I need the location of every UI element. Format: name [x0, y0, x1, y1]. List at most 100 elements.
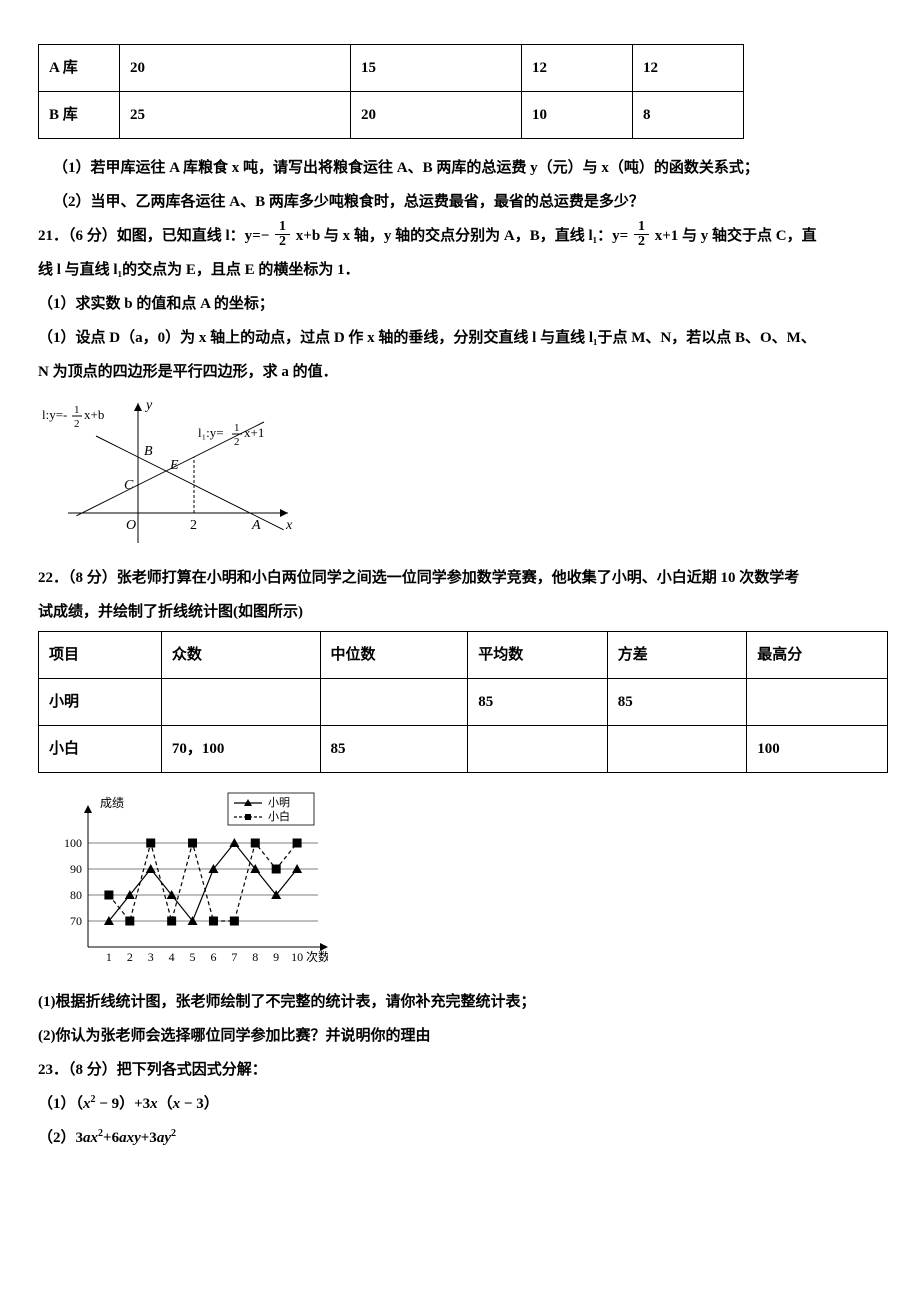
svg-text:B: B [144, 444, 153, 459]
denominator: 2 [634, 235, 649, 249]
svg-text:8: 8 [252, 950, 258, 964]
svg-text:1: 1 [106, 950, 112, 964]
paragraph: （2）当甲、乙两库各运往 A、B 两库多少吨粮食时，总运费最省，最省的总运费是多… [38, 187, 882, 217]
denominator: 2 [275, 235, 290, 249]
svg-text:10: 10 [291, 950, 303, 964]
cell: 20 [351, 92, 522, 139]
text: （1）（ [38, 1096, 83, 1112]
cell [161, 679, 320, 726]
cell: 12 [633, 45, 744, 92]
text: 21．（6 分）如图，已知直线 l：y=− [38, 228, 269, 244]
text: （ [158, 1096, 173, 1112]
paragraph: （1）求实数 b 的值和点 A 的坐标； [38, 289, 882, 319]
cell: 项目 [39, 632, 162, 679]
table-row: A 库 20 15 12 12 [39, 45, 744, 92]
line-chart: 70809010012345678910成绩次数小明小白 [38, 787, 328, 977]
question-23: 23．（8 分）把下列各式因式分解： [38, 1055, 882, 1085]
svg-text:x: x [285, 518, 293, 533]
svg-text:l:y=-: l:y=- [42, 407, 67, 422]
cell: 小明 [39, 679, 162, 726]
expr-23-2: （2）3ax2+6axy+3ay2 [38, 1123, 882, 1153]
svg-text:l₁:y=: l₁:y= [198, 425, 224, 440]
text: − 3） [180, 1096, 219, 1112]
text: +6 [103, 1130, 119, 1146]
paragraph: （1）设点 D（a，0）为 x 轴上的动点，过点 D 作 x 轴的垂线，分别交直… [38, 323, 882, 353]
svg-text:5: 5 [190, 950, 196, 964]
svg-text:1: 1 [74, 404, 80, 416]
svg-text:x+1: x+1 [244, 425, 264, 440]
numerator: 1 [634, 220, 649, 235]
cell: 平均数 [468, 632, 607, 679]
paragraph: (1)根据折线统计图，张老师绘制了不完整的统计表，请你补充完整统计表； [38, 987, 882, 1017]
svg-text:小明: 小明 [268, 796, 290, 809]
cell: 众数 [161, 632, 320, 679]
text: x+b 与 x 轴，y 轴的交点分别为 A，B，直线 l₁：y= [296, 228, 628, 244]
cell: 20 [120, 45, 351, 92]
svg-text:C: C [124, 478, 134, 493]
var-a: a [83, 1130, 91, 1146]
table-stats: 项目 众数 中位数 平均数 方差 最高分 小明 85 85 小白 70，100 … [38, 631, 888, 773]
svg-text:2: 2 [234, 436, 240, 448]
cell: 15 [351, 45, 522, 92]
text: − 9）+3 [96, 1096, 151, 1112]
table-warehouse: A 库 20 15 12 12 B 库 25 20 10 8 [38, 44, 744, 139]
var-y: y [164, 1130, 171, 1146]
var-x: x [83, 1096, 91, 1112]
table-row: 小明 85 85 [39, 679, 888, 726]
svg-text:70: 70 [70, 914, 82, 928]
figure-22: 70809010012345678910成绩次数小明小白 [38, 787, 882, 977]
table-row: 项目 众数 中位数 平均数 方差 最高分 [39, 632, 888, 679]
text: +3 [141, 1130, 157, 1146]
svg-text:2: 2 [74, 418, 80, 430]
cell: 70，100 [161, 726, 320, 773]
svg-text:2: 2 [127, 950, 133, 964]
numerator: 1 [275, 220, 290, 235]
svg-text:次数: 次数 [306, 949, 328, 964]
svg-text:O: O [126, 518, 136, 533]
cell: 25 [120, 92, 351, 139]
svg-text:小白: 小白 [268, 809, 290, 823]
svg-text:4: 4 [169, 950, 175, 964]
cell: 最高分 [747, 632, 888, 679]
svg-text:100: 100 [64, 836, 82, 850]
table-row: B 库 25 20 10 8 [39, 92, 744, 139]
svg-text:3: 3 [148, 950, 154, 964]
svg-text:90: 90 [70, 862, 82, 876]
paragraph: （1）若甲库运往 A 库粮食 x 吨，请写出将粮食运往 A、B 两库的总运费 y… [38, 153, 882, 183]
paragraph: N 为顶点的四边形是平行四边形，求 a 的值． [38, 357, 882, 387]
figure-21: Oxy2ABCEl:y=-12x+bl₁:y=12x+1 [38, 393, 882, 553]
cell: 85 [607, 679, 746, 726]
cell: 小白 [39, 726, 162, 773]
svg-text:7: 7 [231, 950, 237, 964]
paragraph: 线 l 与直线 l₁的交点为 E，且点 E 的横坐标为 1． [38, 255, 882, 285]
var-x: x [127, 1130, 135, 1146]
svg-text:9: 9 [273, 950, 279, 964]
svg-text:x+b: x+b [84, 407, 104, 422]
var-a: a [119, 1130, 127, 1146]
exponent: 2 [171, 1128, 176, 1139]
fraction: 1 2 [634, 220, 649, 249]
var-x: x [150, 1096, 158, 1112]
cell: 中位数 [320, 632, 468, 679]
cell: A 库 [39, 45, 120, 92]
text: （2）3 [38, 1130, 83, 1146]
cell: 12 [522, 45, 633, 92]
paragraph: (2)你认为张老师会选择哪位同学参加比赛？并说明你的理由 [38, 1021, 882, 1051]
question-22: 22．（8 分）张老师打算在小明和小白两位同学之间选一位同学参加数学竞赛，他收集… [38, 563, 882, 593]
svg-text:成绩: 成绩 [100, 796, 124, 810]
lines-diagram: Oxy2ABCEl:y=-12x+bl₁:y=12x+1 [38, 393, 303, 553]
svg-text:2: 2 [190, 518, 197, 533]
fraction: 1 2 [275, 220, 290, 249]
cell [468, 726, 607, 773]
cell [607, 726, 746, 773]
svg-text:80: 80 [70, 888, 82, 902]
svg-text:A: A [251, 518, 261, 533]
var-x: x [91, 1130, 99, 1146]
cell: B 库 [39, 92, 120, 139]
text: x+1 与 y 轴交于点 C，直 [655, 228, 817, 244]
svg-text:y: y [144, 398, 153, 413]
cell [747, 679, 888, 726]
cell [320, 679, 468, 726]
cell: 方差 [607, 632, 746, 679]
question-21: 21．（6 分）如图，已知直线 l：y=− 1 2 x+b 与 x 轴，y 轴的… [38, 221, 882, 251]
